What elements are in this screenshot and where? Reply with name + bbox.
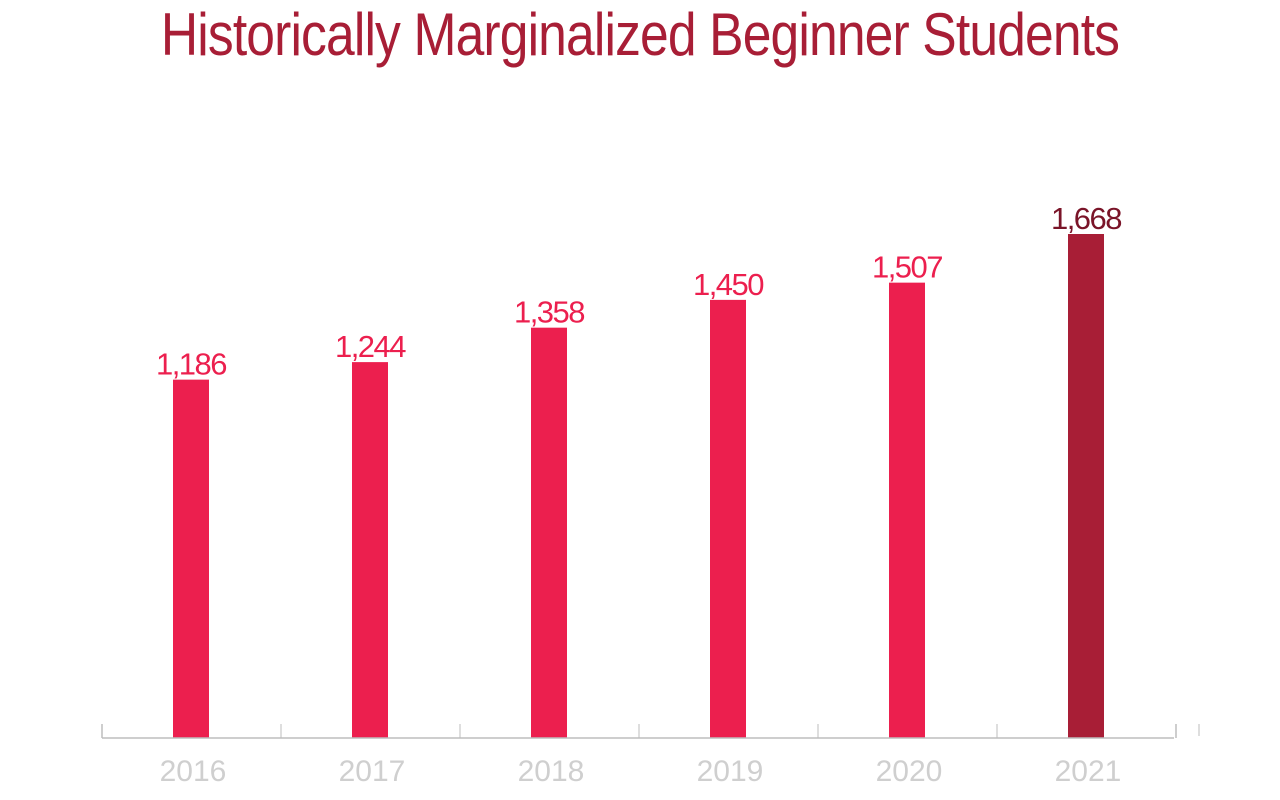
x-tick-label-2016: 2016 [160, 755, 227, 788]
x-tick-label-2018: 2018 [518, 755, 585, 788]
x-tick-label-2019: 2019 [697, 755, 764, 788]
chart-title: Historically Marginalized Beginner Stude… [160, 1, 1120, 68]
bar-2020 [889, 282, 925, 738]
value-label-2017: 1,244 [335, 329, 406, 364]
value-label-2021: 1,668 [1051, 201, 1121, 236]
x-axis [101, 724, 1200, 739]
bar-2018 [531, 327, 567, 738]
x-tick-label-2017: 2017 [339, 755, 406, 788]
bar-2017 [352, 362, 388, 738]
bars-layer [173, 234, 1104, 738]
value-label-2020: 1,507 [872, 250, 942, 285]
x-tick-labels: 2016 2017 2018 2019 2020 2021 [160, 755, 1122, 788]
value-labels: 1,186 1,244 1,358 1,450 1,507 1,668 [156, 201, 1123, 382]
x-tick-label-2020: 2020 [876, 755, 943, 788]
bar-2021 [1068, 234, 1104, 738]
value-label-2016: 1,186 [156, 347, 226, 382]
x-tick-label-2021: 2021 [1055, 755, 1122, 788]
value-label-2018: 1,358 [514, 295, 584, 330]
bar-2016 [173, 379, 209, 738]
bar-2019 [710, 299, 746, 738]
value-label-2019: 1,450 [693, 267, 764, 302]
